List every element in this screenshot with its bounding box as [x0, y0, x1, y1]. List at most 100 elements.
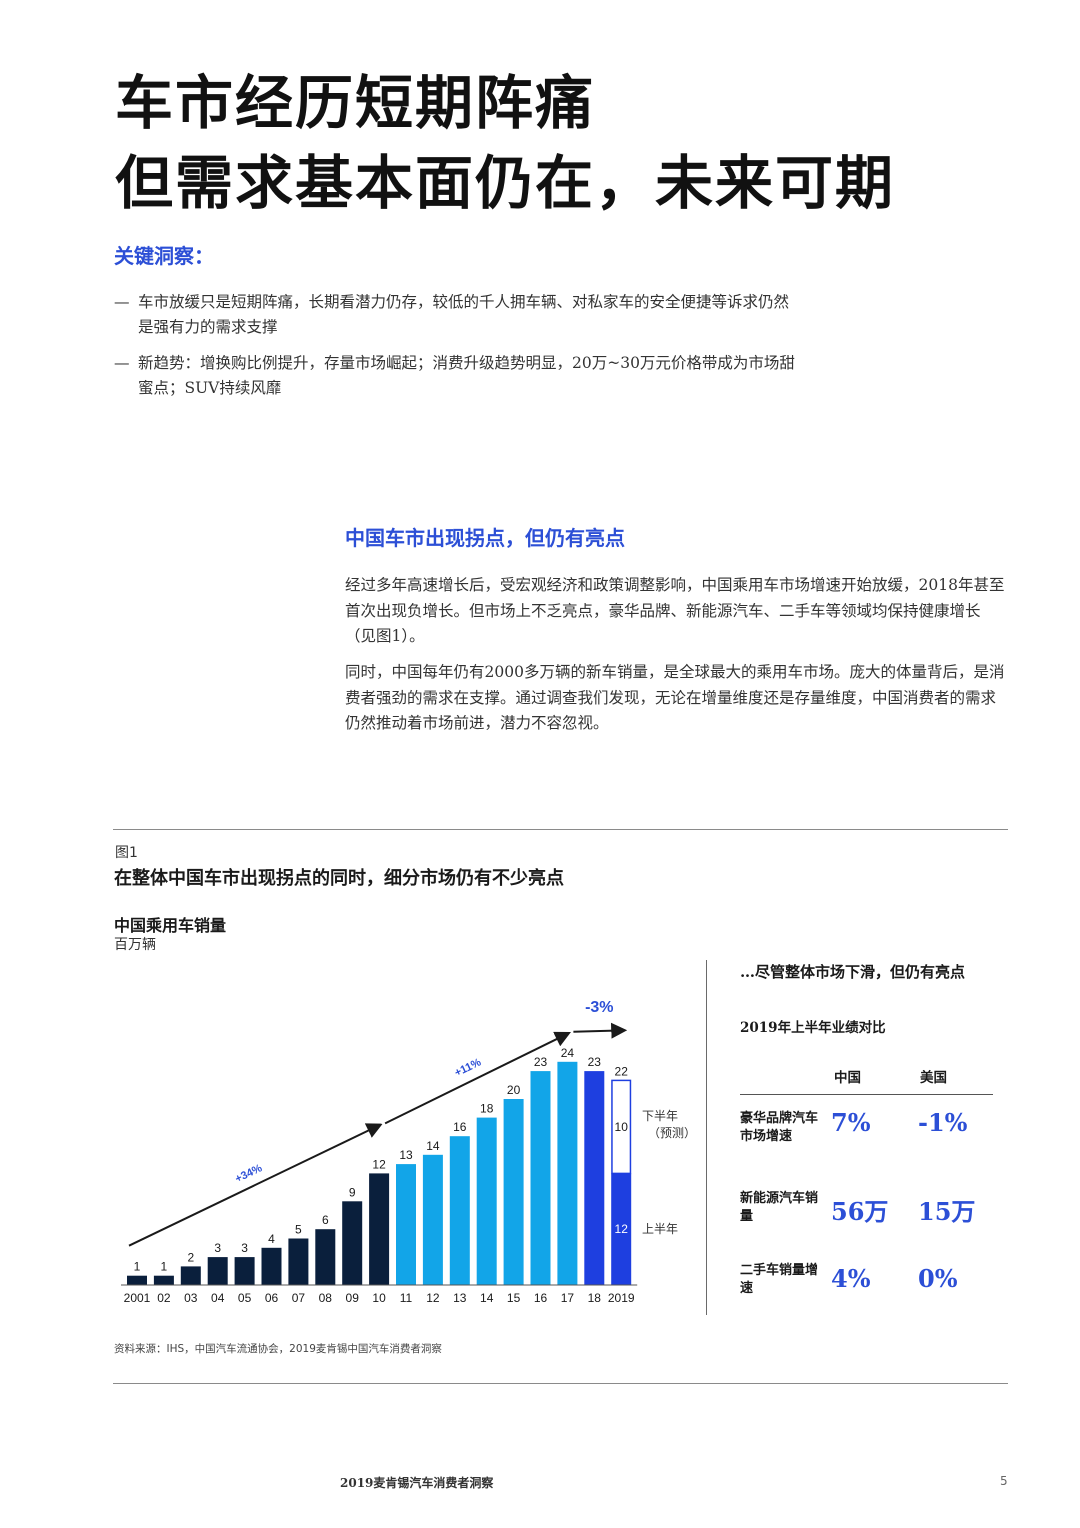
- bullet-dash: —: [114, 293, 130, 311]
- bar-17: [557, 1061, 578, 1285]
- page-number: 5: [1000, 1474, 1008, 1488]
- x-tick-label: 11: [400, 1291, 413, 1305]
- comparison-subheading: 2019年上半年业绩对比: [740, 1020, 886, 1036]
- legend-second-half: 下半年: [642, 1109, 678, 1123]
- bar-value-label: 18: [480, 1102, 494, 1116]
- bar-value-label: 9: [349, 1185, 356, 1199]
- chart-title: 中国乘用车销量: [114, 916, 227, 935]
- bar-value-label: 1: [161, 1260, 168, 1274]
- x-tick-label: 05: [238, 1291, 252, 1305]
- bar-13: [449, 1136, 470, 1285]
- bar-06: [261, 1247, 282, 1285]
- x-tick-label: 2019: [608, 1291, 635, 1305]
- bar-value-label: 6: [322, 1213, 329, 1227]
- column-header-china: 中国: [834, 1070, 861, 1086]
- bar-value-label: 16: [453, 1120, 467, 1134]
- bar-15: [503, 1099, 524, 1285]
- section-paragraph-2: 同时，中国每年仍有2000多万辆的新车销量，是全球最大的乘用车市场。庞大的体量背…: [345, 663, 1005, 732]
- bar-value-label: 3: [214, 1241, 221, 1255]
- value-us-used: 0%: [918, 1264, 958, 1293]
- bar-18: [584, 1071, 605, 1285]
- growth-arrow: [573, 1022, 628, 1039]
- x-tick-label: 17: [561, 1291, 575, 1305]
- value-us-nev: 15万: [918, 1197, 976, 1226]
- bar-value-label: 12: [372, 1157, 386, 1171]
- figure-top-divider: [113, 829, 1008, 830]
- column-header-us: 美国: [920, 1070, 947, 1086]
- legend-first-half: 上半年: [642, 1222, 678, 1236]
- x-tick-label: 18: [588, 1291, 602, 1305]
- bar-2019-first-half: [611, 1173, 632, 1285]
- figure-title: 在整体中国车市出现拐点的同时，细分市场仍有不少亮点: [114, 868, 564, 889]
- value-us-luxury: -1%: [918, 1108, 968, 1137]
- bar-segment-label: 12: [615, 1222, 629, 1236]
- bar-08: [315, 1229, 336, 1285]
- section-paragraph-1: 经过多年高速增长后，受宏观经济和政策调整影响，中国乘用车市场增速开始放缓，201…: [345, 576, 1005, 645]
- section-title: 中国车市出现拐点，但仍有亮点: [345, 526, 625, 550]
- bar-07: [288, 1238, 309, 1285]
- bar-value-label: 23: [534, 1055, 548, 1069]
- bar-04: [207, 1257, 228, 1285]
- value-china-used: 4%: [831, 1264, 871, 1293]
- value-china-luxury: 7%: [831, 1108, 871, 1137]
- insight-bullet-text: 车市放缓只是短期阵痛，长期看潜力仍存，较低的千人拥车辆、对私家车的安全便捷等诉求…: [138, 293, 790, 336]
- x-tick-label: 08: [319, 1291, 333, 1305]
- chart-unit: 百万辆: [114, 937, 156, 953]
- bar-value-label: 3: [241, 1241, 248, 1255]
- bar-03: [180, 1266, 201, 1285]
- figure-label: 图1: [115, 845, 138, 861]
- x-tick-label: 12: [426, 1291, 440, 1305]
- insight-bullet-1: — 车市放缓只是短期阵痛，长期看潜力仍存，较低的千人拥车辆、对私家车的安全便捷等…: [114, 290, 798, 340]
- x-tick-label: 07: [292, 1291, 306, 1305]
- x-tick-label: 04: [211, 1291, 225, 1305]
- bar-value-label: 5: [295, 1223, 302, 1237]
- bar-value-label: 14: [426, 1139, 440, 1153]
- row-label-used: 二手车销量增速: [740, 1263, 819, 1296]
- bar-value-label: 4: [268, 1232, 275, 1246]
- x-tick-label: 06: [265, 1291, 279, 1305]
- bar-2019-second-half: [611, 1079, 632, 1175]
- figure-source: 资料来源：IHS，中国汽车流通协会，2019麦肯锡中国汽车消费者洞察: [114, 1343, 442, 1355]
- page-title-line1: 车市经历短期阵痛: [115, 69, 596, 137]
- value-china-nev: 56万: [831, 1197, 889, 1226]
- bar-value-label: 1: [134, 1260, 141, 1274]
- page-title-line2: 但需求基本面仍在，未来可期: [115, 149, 896, 217]
- comparison-heading: …尽管整体市场下滑，但仍有亮点: [740, 963, 966, 981]
- bar-2001: [127, 1275, 147, 1285]
- legend-second-half-note: （预测）: [648, 1126, 696, 1140]
- x-tick-label: 03: [184, 1291, 198, 1305]
- bar-value-label: 23: [588, 1055, 602, 1069]
- growth-label: -3%: [585, 999, 613, 1016]
- growth-arrow: [128, 1123, 383, 1247]
- bar-value-label: 24: [561, 1046, 575, 1060]
- bar-05: [234, 1257, 255, 1285]
- insights-heading: 关键洞察：: [114, 244, 214, 268]
- bar-12: [422, 1154, 443, 1285]
- x-tick-label: 2001: [124, 1291, 151, 1305]
- bar-segment-label: 10: [615, 1120, 629, 1134]
- figure-bottom-divider: [113, 1383, 1008, 1384]
- x-tick-label: 13: [453, 1291, 467, 1305]
- bar-02: [153, 1275, 174, 1285]
- bar-09: [342, 1201, 363, 1285]
- bar-value-label: 20: [507, 1083, 521, 1097]
- x-tick-label: 14: [480, 1291, 494, 1305]
- bar-value-label: 13: [399, 1148, 413, 1162]
- x-tick-label: 16: [534, 1291, 548, 1305]
- footer-title: 2019麦肯锡汽车消费者洞察: [340, 1476, 494, 1490]
- bar-16: [530, 1071, 551, 1285]
- comparison-header-rule: [740, 1094, 993, 1095]
- bullet-dash: —: [114, 354, 130, 372]
- bar-value-label: 22: [615, 1064, 629, 1078]
- growth-arrow: [384, 1031, 571, 1125]
- x-tick-label: 15: [507, 1291, 521, 1305]
- insight-bullet-2: — 新趋势：增换购比例提升，存量市场崛起；消费升级趋势明显，20万~30万元价格…: [114, 351, 798, 401]
- bar-11: [396, 1164, 416, 1285]
- insight-bullet-text: 新趋势：增换购比例提升，存量市场崛起；消费升级趋势明显，20万~30万元价格带成…: [138, 354, 795, 397]
- x-tick-label: 09: [346, 1291, 360, 1305]
- row-label-nev: 新能源汽车销量: [740, 1191, 819, 1224]
- side-panel-divider: [706, 960, 707, 1315]
- x-tick-label: 02: [157, 1291, 171, 1305]
- x-tick-label: 10: [372, 1291, 386, 1305]
